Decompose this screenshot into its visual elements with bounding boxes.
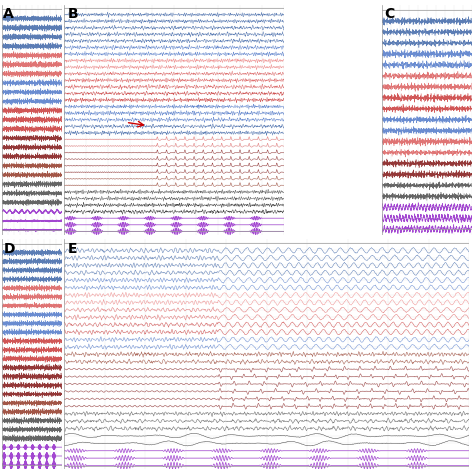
Text: B: B — [68, 7, 78, 21]
Text: A: A — [3, 7, 14, 21]
Text: E: E — [68, 242, 77, 256]
Text: D: D — [3, 242, 15, 256]
Text: C: C — [384, 7, 394, 21]
